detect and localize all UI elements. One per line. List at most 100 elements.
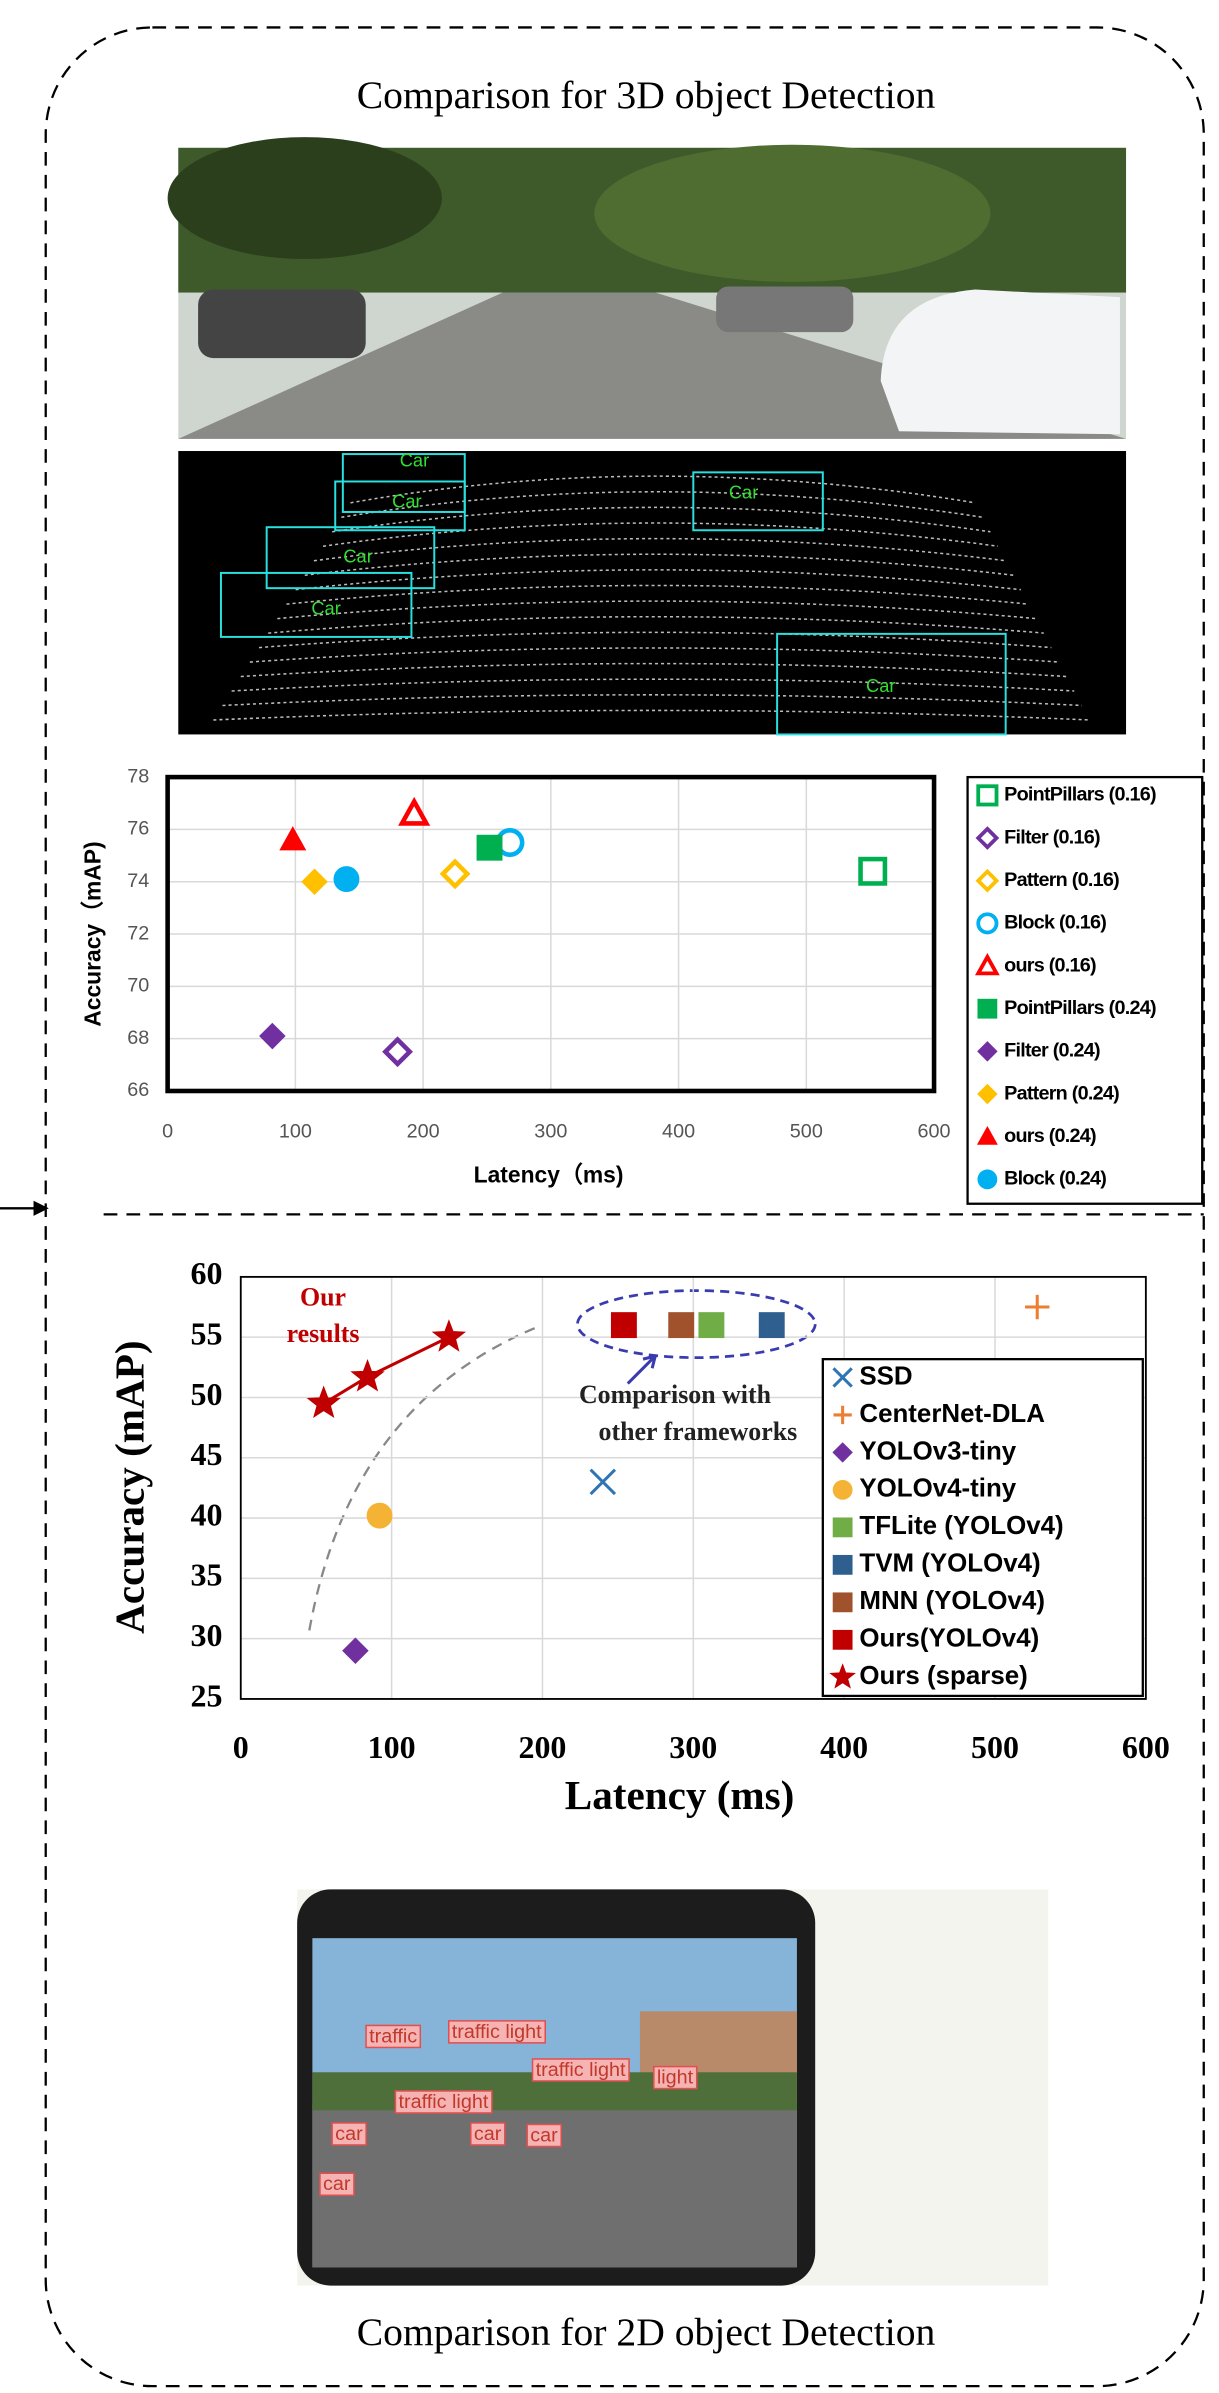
x-axis-title: Latency (ms) [565,1772,795,1819]
caption-bottom: Comparison for 2D object Detection [357,2310,936,2354]
marker [385,1040,409,1064]
marker [260,1024,284,1048]
y-tick-label: 78 [127,765,149,787]
x-tick-label: 100 [279,1120,312,1142]
marker [978,914,996,932]
legend-label: Pattern (0.24) [1004,1082,1119,1104]
y-tick-label: 74 [127,870,149,892]
x-tick-label: 400 [662,1120,695,1142]
x-tick-label: 100 [368,1729,416,1765]
marker [833,1593,851,1611]
legend-label: CenterNet-DLA [859,1400,1045,1428]
x-tick-label: 200 [518,1729,566,1765]
marker [343,1639,367,1663]
x-tick-label: 300 [669,1729,717,1765]
y-tick-label: 50 [190,1376,222,1412]
x-tick-label: 600 [1122,1729,1170,1765]
y-axis-title: Accuracy (mAP) [107,1340,154,1633]
bbox-label: Car [343,546,372,567]
marker [833,1631,851,1649]
bbox-label: Car [729,482,758,503]
legend-label: PointPillars (0.16) [1004,784,1156,806]
marker [352,1361,382,1390]
marker [833,1518,851,1536]
marker [833,1556,851,1574]
legend-label: ours (0.16) [1004,954,1096,976]
detect-label: car [474,2123,502,2145]
legend-label: MNN (YOLOv4) [859,1587,1045,1615]
y-tick-label: 60 [190,1255,222,1291]
marker [434,1321,464,1350]
bbox-label: Car [392,491,421,512]
detect-label: light [657,2067,694,2089]
detect-label: traffic light [536,2059,626,2081]
y-tick-label: 72 [127,922,149,944]
detect-label: traffic [369,2025,417,2047]
annotation: Our [300,1283,346,1312]
legend-label: TVM (YOLOv4) [859,1550,1040,1578]
y-tick-label: 30 [190,1617,222,1653]
annotation: other frameworks [599,1417,798,1446]
street-photo [168,137,1126,439]
y-tick-label: 66 [127,1079,149,1101]
y-axis-title: Accuracy（mAP) [80,841,106,1026]
y-tick-label: 55 [190,1316,222,1352]
marker [309,1388,339,1417]
marker [833,1481,851,1499]
marker [612,1313,636,1337]
x-tick-label: 0 [233,1729,249,1765]
marker [861,859,885,883]
legend-label: TFLite (YOLOv4) [859,1512,1063,1540]
detect-label: car [323,2173,351,2195]
marker [302,870,326,894]
legend-label: YOLOv3-tiny [859,1437,1016,1465]
trend-curve [309,1326,541,1631]
detect-label: car [335,2123,363,2145]
detect-label: traffic light [452,2021,542,2043]
marker [477,836,501,860]
y-tick-label: 40 [190,1496,222,1532]
marker [591,1470,615,1494]
lidar-image [178,451,1126,734]
caption-top: Comparison for 3D object Detection [357,73,936,117]
marker [1025,1295,1049,1319]
legend-label: YOLOv4-tiny [859,1475,1016,1503]
x-tick-label: 200 [407,1120,440,1142]
bbox-label: Car [400,450,429,471]
x-tick-label: 300 [534,1120,567,1142]
x-axis-title: Latency（ms) [474,1161,624,1187]
x-tick-label: 500 [790,1120,823,1142]
x-tick-label: 0 [162,1120,173,1142]
x-tick-label: 600 [918,1120,951,1142]
marker [699,1313,723,1337]
legend-label: Filter (0.16) [1004,826,1100,848]
legend-label: Filter (0.24) [1004,1040,1100,1062]
x-tick-label: 500 [971,1729,1019,1765]
detect-label: car [530,2124,558,2146]
marker [334,867,358,891]
annotation: Comparison with [579,1380,771,1409]
y-tick-label: 70 [127,975,149,997]
legend-label: Pattern (0.16) [1004,869,1119,891]
marker [978,786,996,804]
marker [978,1000,996,1018]
y-tick-label: 76 [127,818,149,840]
legend-label: Block (0.24) [1004,1168,1106,1190]
detect-label: traffic light [398,2091,488,2113]
y-tick-label: 35 [190,1557,222,1593]
page: {"captions":{"top":"Comparison for 3D ob… [0,0,1219,2393]
y-tick-label: 25 [190,1677,222,1713]
legend-label: PointPillars (0.24) [1004,997,1156,1019]
legend-label: Ours (sparse) [859,1662,1027,1690]
legend-label: SSD [859,1362,912,1390]
marker [281,828,305,850]
x-tick-label: 400 [820,1729,868,1765]
figure: Comparison for 3D object Detection Compa… [0,0,1219,2393]
legend-label: Block (0.16) [1004,912,1106,934]
marker [978,1170,996,1188]
y-tick-label: 68 [127,1027,149,1049]
bbox-label: Car [866,675,895,696]
marker [669,1313,693,1337]
y-tick-label: 45 [190,1436,222,1472]
legend-label: ours (0.24) [1004,1125,1096,1147]
